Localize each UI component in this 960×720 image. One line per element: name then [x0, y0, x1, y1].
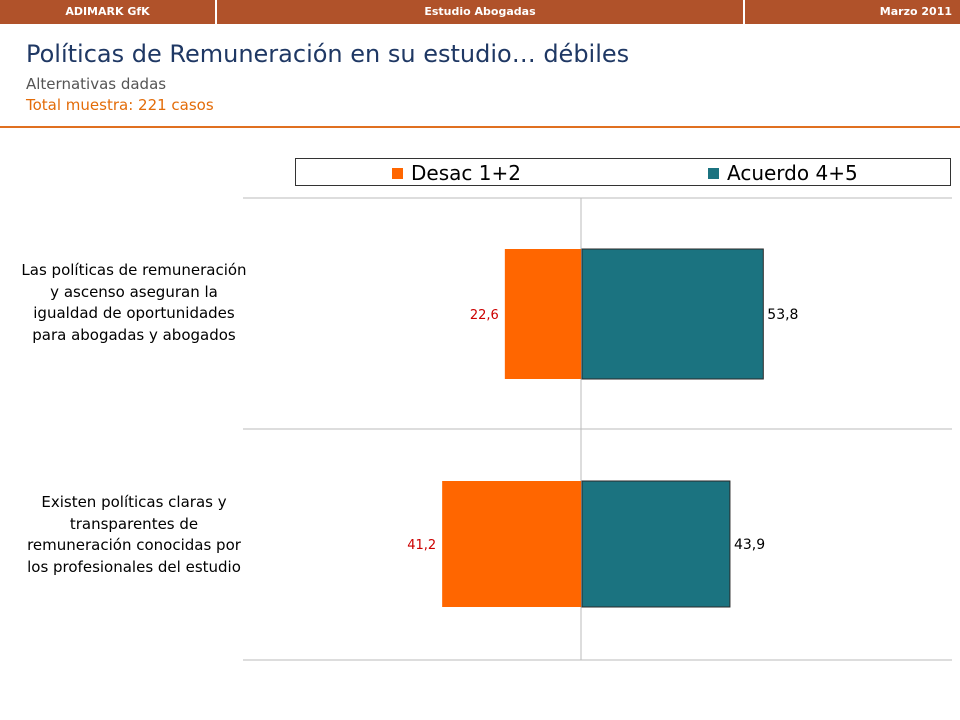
data-label-desac: 41,2 [407, 538, 436, 553]
bar-desac [504, 249, 581, 379]
legend-item-desac: Desac 1+2 [392, 159, 521, 187]
category-label-1: Las políticas de remuneración y ascenso … [21, 261, 247, 344]
chart-legend: Desac 1+2 Acuerdo 4+5 [295, 158, 951, 186]
data-label-acuerdo: 53,8 [767, 307, 798, 323]
sample-size: Total muestra: 221 casos [26, 96, 214, 114]
page-title: Políticas de Remuneración en su estudio…… [26, 40, 630, 68]
data-label-acuerdo: 43,9 [734, 537, 765, 553]
title-divider [0, 126, 960, 128]
legend-label-acuerdo: Acuerdo 4+5 [727, 161, 858, 185]
header-company: ADIMARK GfK [65, 5, 150, 18]
header-divider [215, 0, 217, 24]
data-label-desac: 22,6 [470, 308, 499, 323]
header-divider [743, 0, 745, 24]
bar-acuerdo [581, 248, 764, 380]
legend-label-desac: Desac 1+2 [411, 161, 521, 185]
page-subtitle: Alternativas dadas [26, 75, 167, 93]
category-label-2: Existen políticas claras y transparentes… [27, 493, 241, 576]
bar-acuerdo [581, 480, 731, 608]
header-date: Marzo 2011 [879, 5, 952, 18]
legend-swatch-acuerdo [708, 167, 719, 179]
bar-desac [442, 481, 581, 607]
legend-item-acuerdo: Acuerdo 4+5 [708, 159, 858, 187]
header-study: Estudio Abogadas [424, 5, 536, 18]
legend-swatch-desac [392, 167, 403, 179]
header-bar: ADIMARK GfK Estudio Abogadas Marzo 2011 [0, 0, 960, 24]
